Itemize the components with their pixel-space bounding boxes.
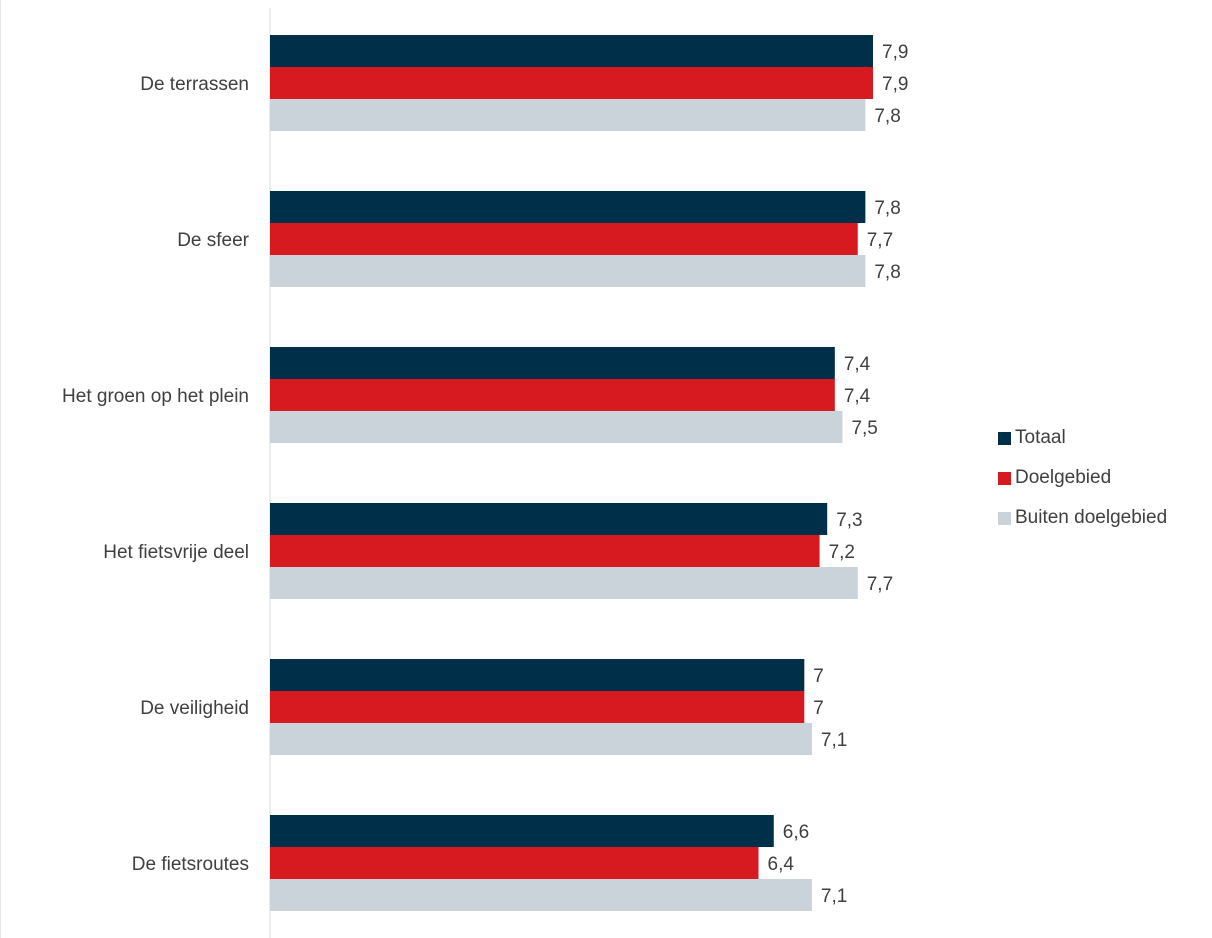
- data-label-totaal-het-groen-op-het-plein: 7,4: [844, 354, 871, 375]
- data-label-buiten-doelgebied-de-terrassen: 7,8: [874, 106, 900, 127]
- legend-item-doelgebied: Doelgebied: [998, 458, 1167, 498]
- bar-buiten-doelgebied-de-terrassen: [270, 99, 866, 131]
- legend-label-totaal: Totaal: [1015, 427, 1066, 448]
- legend-swatch-buiten-doelgebied: [998, 511, 1011, 525]
- data-label-doelgebied-het-groen-op-het-plein: 7,4: [844, 386, 871, 407]
- data-label-buiten-doelgebied-het-groen-op-het-plein: 7,5: [851, 418, 877, 439]
- bar-buiten-doelgebied-het-groen-op-het-plein: [270, 411, 843, 443]
- bar-doelgebied-de-sfeer: [270, 223, 858, 255]
- bar-totaal-het-fietsvrije-deel: [270, 503, 828, 535]
- data-label-totaal-het-fietsvrije-deel: 7,3: [836, 510, 862, 531]
- bar-buiten-doelgebied-de-fietsroutes: [270, 879, 812, 911]
- bar-doelgebied-de-terrassen: [270, 67, 873, 99]
- category-label-het-fietsvrije-deel: Het fietsvrije deel: [103, 542, 249, 563]
- data-label-doelgebied-de-sfeer: 7,7: [867, 230, 893, 251]
- bar-doelgebied-het-fietsvrije-deel: [270, 535, 820, 567]
- data-label-doelgebied-de-fietsroutes: 6,4: [768, 854, 795, 875]
- bar-buiten-doelgebied-het-fietsvrije-deel: [270, 567, 858, 599]
- legend-item-totaal: Totaal: [998, 418, 1167, 458]
- bar-totaal-de-veiligheid: [270, 659, 805, 691]
- legend-swatch-totaal: [998, 431, 1011, 445]
- data-label-buiten-doelgebied-de-sfeer: 7,8: [874, 262, 900, 283]
- data-label-buiten-doelgebied-de-fietsroutes: 7,1: [821, 886, 847, 907]
- data-label-totaal-de-fietsroutes: 6,6: [783, 822, 809, 843]
- bar-doelgebied-het-groen-op-het-plein: [270, 379, 835, 411]
- data-label-totaal-de-terrassen: 7,9: [882, 42, 908, 63]
- bar-buiten-doelgebied-de-veiligheid: [270, 723, 812, 755]
- legend-label-doelgebied: Doelgebied: [1015, 467, 1112, 488]
- category-label-de-sfeer: De sfeer: [177, 230, 249, 251]
- bar-totaal-de-terrassen: [270, 35, 873, 67]
- data-label-buiten-doelgebied-het-fietsvrije-deel: 7,7: [867, 574, 893, 595]
- data-label-doelgebied-de-veiligheid: 7: [813, 698, 824, 719]
- bar-totaal-het-groen-op-het-plein: [270, 347, 835, 379]
- bar-totaal-de-fietsroutes: [270, 815, 774, 847]
- category-label-de-fietsroutes: De fietsroutes: [132, 854, 249, 875]
- category-label-het-groen-op-het-plein: Het groen op het plein: [62, 386, 249, 407]
- legend-label-buiten-doelgebied: Buiten doelgebied: [1015, 507, 1168, 528]
- data-label-totaal-de-veiligheid: 7: [813, 666, 824, 687]
- bar-totaal-de-sfeer: [270, 191, 866, 223]
- data-label-doelgebied-de-terrassen: 7,9: [882, 74, 908, 95]
- left-edge-line: [0, 0, 1, 938]
- bar-buiten-doelgebied-de-sfeer: [270, 255, 866, 287]
- bar-doelgebied-de-veiligheid: [270, 691, 805, 723]
- category-label-de-terrassen: De terrassen: [140, 74, 249, 95]
- legend: Totaal Doelgebied Buiten doelgebied: [998, 418, 1167, 538]
- data-label-totaal-de-sfeer: 7,8: [874, 198, 900, 219]
- data-label-doelgebied-het-fietsvrije-deel: 7,2: [829, 542, 855, 563]
- category-label-de-veiligheid: De veiligheid: [140, 698, 249, 719]
- legend-swatch-doelgebied: [998, 471, 1011, 485]
- bar-doelgebied-de-fietsroutes: [270, 847, 759, 879]
- data-label-buiten-doelgebied-de-veiligheid: 7,1: [821, 730, 847, 751]
- legend-item-buiten-doelgebied: Buiten doelgebied: [998, 498, 1167, 538]
